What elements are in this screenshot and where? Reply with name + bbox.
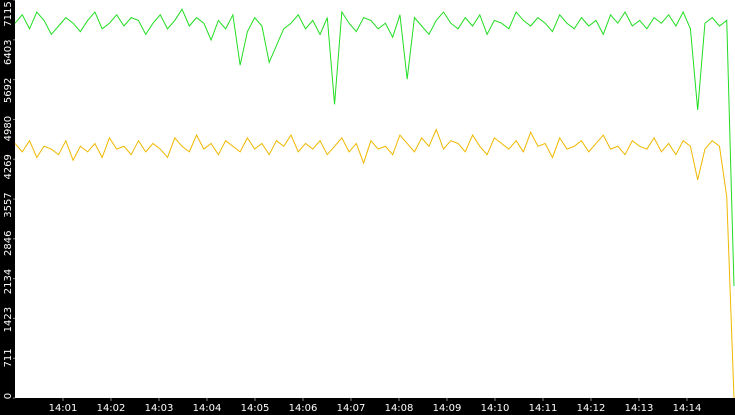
x-tick-label: 14:11 [529, 403, 558, 414]
x-tick-label: 14:08 [385, 403, 414, 414]
y-tick-label: 4269 [3, 154, 14, 179]
y-tick-label: 0 [3, 393, 14, 399]
y-tick-label: 7115 [3, 1, 14, 26]
y-tick-label: 5692 [3, 78, 14, 103]
x-tick-label: 14:07 [337, 403, 366, 414]
y-tick-label: 3557 [3, 192, 14, 217]
y-tick-label: 711 [3, 348, 14, 367]
series-line [14, 128, 735, 399]
x-tick-label: 14:03 [145, 403, 174, 414]
x-tick-label: 14:12 [577, 403, 606, 414]
y-tick-label: 2846 [3, 231, 14, 256]
x-tick-label: 14:14 [673, 403, 702, 414]
x-tick-label: 14:13 [625, 403, 654, 414]
x-tick-label: 14:06 [289, 403, 318, 414]
x-tick-label: 14:10 [481, 403, 510, 414]
x-axis-strip [0, 398, 735, 415]
y-tick-label: 1423 [3, 307, 14, 332]
x-tick-label: 14:05 [241, 403, 270, 414]
y-tick-label: 4980 [3, 116, 14, 141]
series-line [14, 8, 735, 287]
x-tick-label: 14:02 [97, 403, 126, 414]
x-tick-label: 14:09 [433, 403, 462, 414]
y-tick-label: 6403 [3, 40, 14, 65]
x-tick-label: 14:04 [193, 403, 222, 414]
y-tick-label: 2134 [3, 269, 14, 294]
x-tick-label: 14:01 [49, 403, 78, 414]
y-axis-strip [0, 0, 15, 415]
